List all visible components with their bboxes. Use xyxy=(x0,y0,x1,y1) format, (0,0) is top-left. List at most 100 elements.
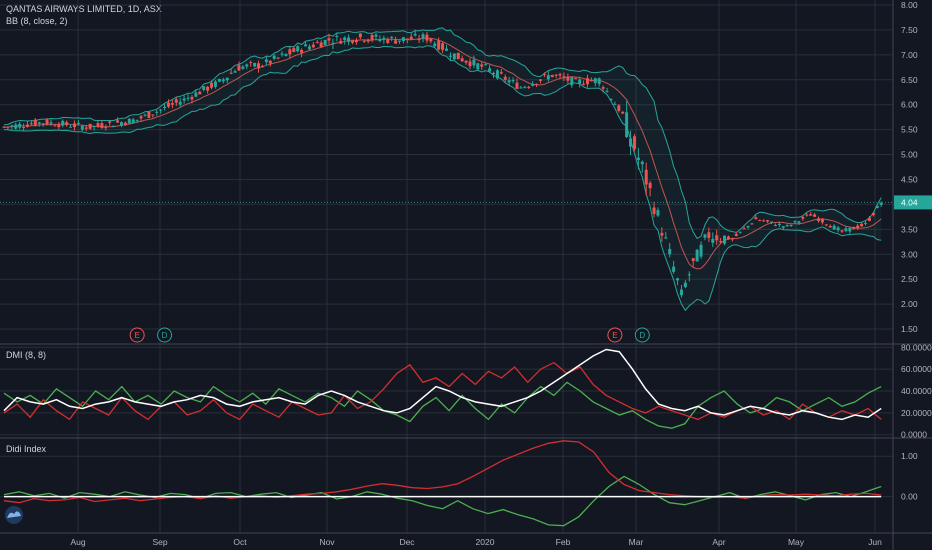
candle-body xyxy=(29,123,33,125)
candle-body xyxy=(809,214,813,216)
candle-body xyxy=(358,33,362,38)
candle-body xyxy=(331,42,335,45)
candle-body xyxy=(221,79,225,82)
candle-body xyxy=(378,38,382,41)
candle-body xyxy=(695,249,699,262)
candle-body xyxy=(531,83,535,86)
candle-body xyxy=(836,227,840,231)
y-tick-label: 20.0000 xyxy=(901,408,932,418)
candle-body xyxy=(182,98,186,101)
y-tick-label: 7.50 xyxy=(901,25,918,35)
didi-line-0 xyxy=(3,475,882,527)
candle-body xyxy=(296,46,300,52)
candle-body xyxy=(523,86,527,88)
candle-body xyxy=(217,78,221,82)
candle-body xyxy=(131,119,135,124)
candle-body xyxy=(6,126,10,128)
candle-body xyxy=(781,226,785,228)
candle-body xyxy=(190,96,194,100)
candle-body xyxy=(370,35,374,40)
candle-body xyxy=(632,136,636,149)
candle-body xyxy=(860,223,864,227)
candle-body xyxy=(793,220,797,223)
candle-body xyxy=(264,59,268,63)
candle-body xyxy=(288,49,292,55)
candle-body xyxy=(495,70,499,79)
y-tick-label: 1.00 xyxy=(901,451,918,461)
candle-body xyxy=(832,225,836,230)
candle-body xyxy=(820,218,824,223)
candle-body xyxy=(824,224,828,226)
candle-body xyxy=(76,122,80,124)
x-tick-label: Mar xyxy=(629,537,644,547)
candle-body xyxy=(703,234,707,238)
candle-body xyxy=(112,125,116,127)
candle-body xyxy=(441,43,445,50)
candle-body xyxy=(327,38,331,41)
candle-body xyxy=(488,68,492,72)
candle-body xyxy=(147,111,151,118)
candle-body xyxy=(300,49,304,53)
candle-body xyxy=(676,278,680,281)
candle-body xyxy=(233,71,237,73)
candle-body xyxy=(22,126,26,128)
candle-body xyxy=(206,86,210,91)
candle-body xyxy=(61,120,65,126)
y-tick-label: 8.00 xyxy=(901,0,918,10)
candle-body xyxy=(464,60,468,63)
dmi-line-0 xyxy=(3,381,882,429)
candle-body xyxy=(589,80,593,82)
candle-body xyxy=(480,64,484,67)
candle-body xyxy=(69,126,73,128)
candle-body xyxy=(609,98,613,101)
candle-body xyxy=(679,289,683,296)
bb-upper xyxy=(3,27,882,240)
candle-body xyxy=(448,55,452,57)
candle-body xyxy=(750,223,754,225)
candle-body xyxy=(585,78,589,85)
candle-body xyxy=(225,77,229,81)
candle-body xyxy=(108,121,112,123)
candle-body xyxy=(664,237,668,239)
candle-body xyxy=(813,214,817,217)
candle-body xyxy=(582,83,586,85)
candle-body xyxy=(550,74,554,77)
x-tick-label: Jun xyxy=(868,537,882,547)
candle-body xyxy=(707,232,711,238)
candle-body xyxy=(413,33,417,36)
candle-body xyxy=(538,79,542,81)
tradingview-logo[interactable] xyxy=(5,506,23,524)
candle-body xyxy=(460,58,464,62)
candle-body xyxy=(260,66,264,68)
candle-body xyxy=(468,61,472,67)
event-label: D xyxy=(639,331,645,340)
candle-body xyxy=(362,40,366,42)
event-label: E xyxy=(612,331,617,340)
candle-body xyxy=(421,34,425,39)
y-tick-label: 7.00 xyxy=(901,50,918,60)
candle-body xyxy=(135,119,139,121)
cloud-icon xyxy=(7,511,21,518)
candle-body xyxy=(789,224,793,227)
candle-body xyxy=(311,44,315,48)
candle-body xyxy=(613,103,617,105)
candle-body xyxy=(272,55,276,59)
candle-body xyxy=(276,57,280,59)
event-marker xyxy=(129,327,145,343)
candle-body xyxy=(570,76,574,86)
candle-body xyxy=(166,102,170,107)
y-tick-label: 6.50 xyxy=(901,75,918,85)
y-tick-label: 40.0000 xyxy=(901,386,932,396)
candle-body xyxy=(648,182,652,189)
candle-body xyxy=(143,114,147,116)
candle-body xyxy=(315,42,319,44)
candle-body xyxy=(617,105,621,111)
y-tick-label: 80.0000 xyxy=(901,342,932,352)
last-price-tag xyxy=(894,195,932,210)
candle-body xyxy=(773,225,777,227)
dmi-pane-label: DMI (8, 8) xyxy=(6,350,47,360)
candle-body xyxy=(409,36,413,40)
event-label: E xyxy=(134,331,139,340)
